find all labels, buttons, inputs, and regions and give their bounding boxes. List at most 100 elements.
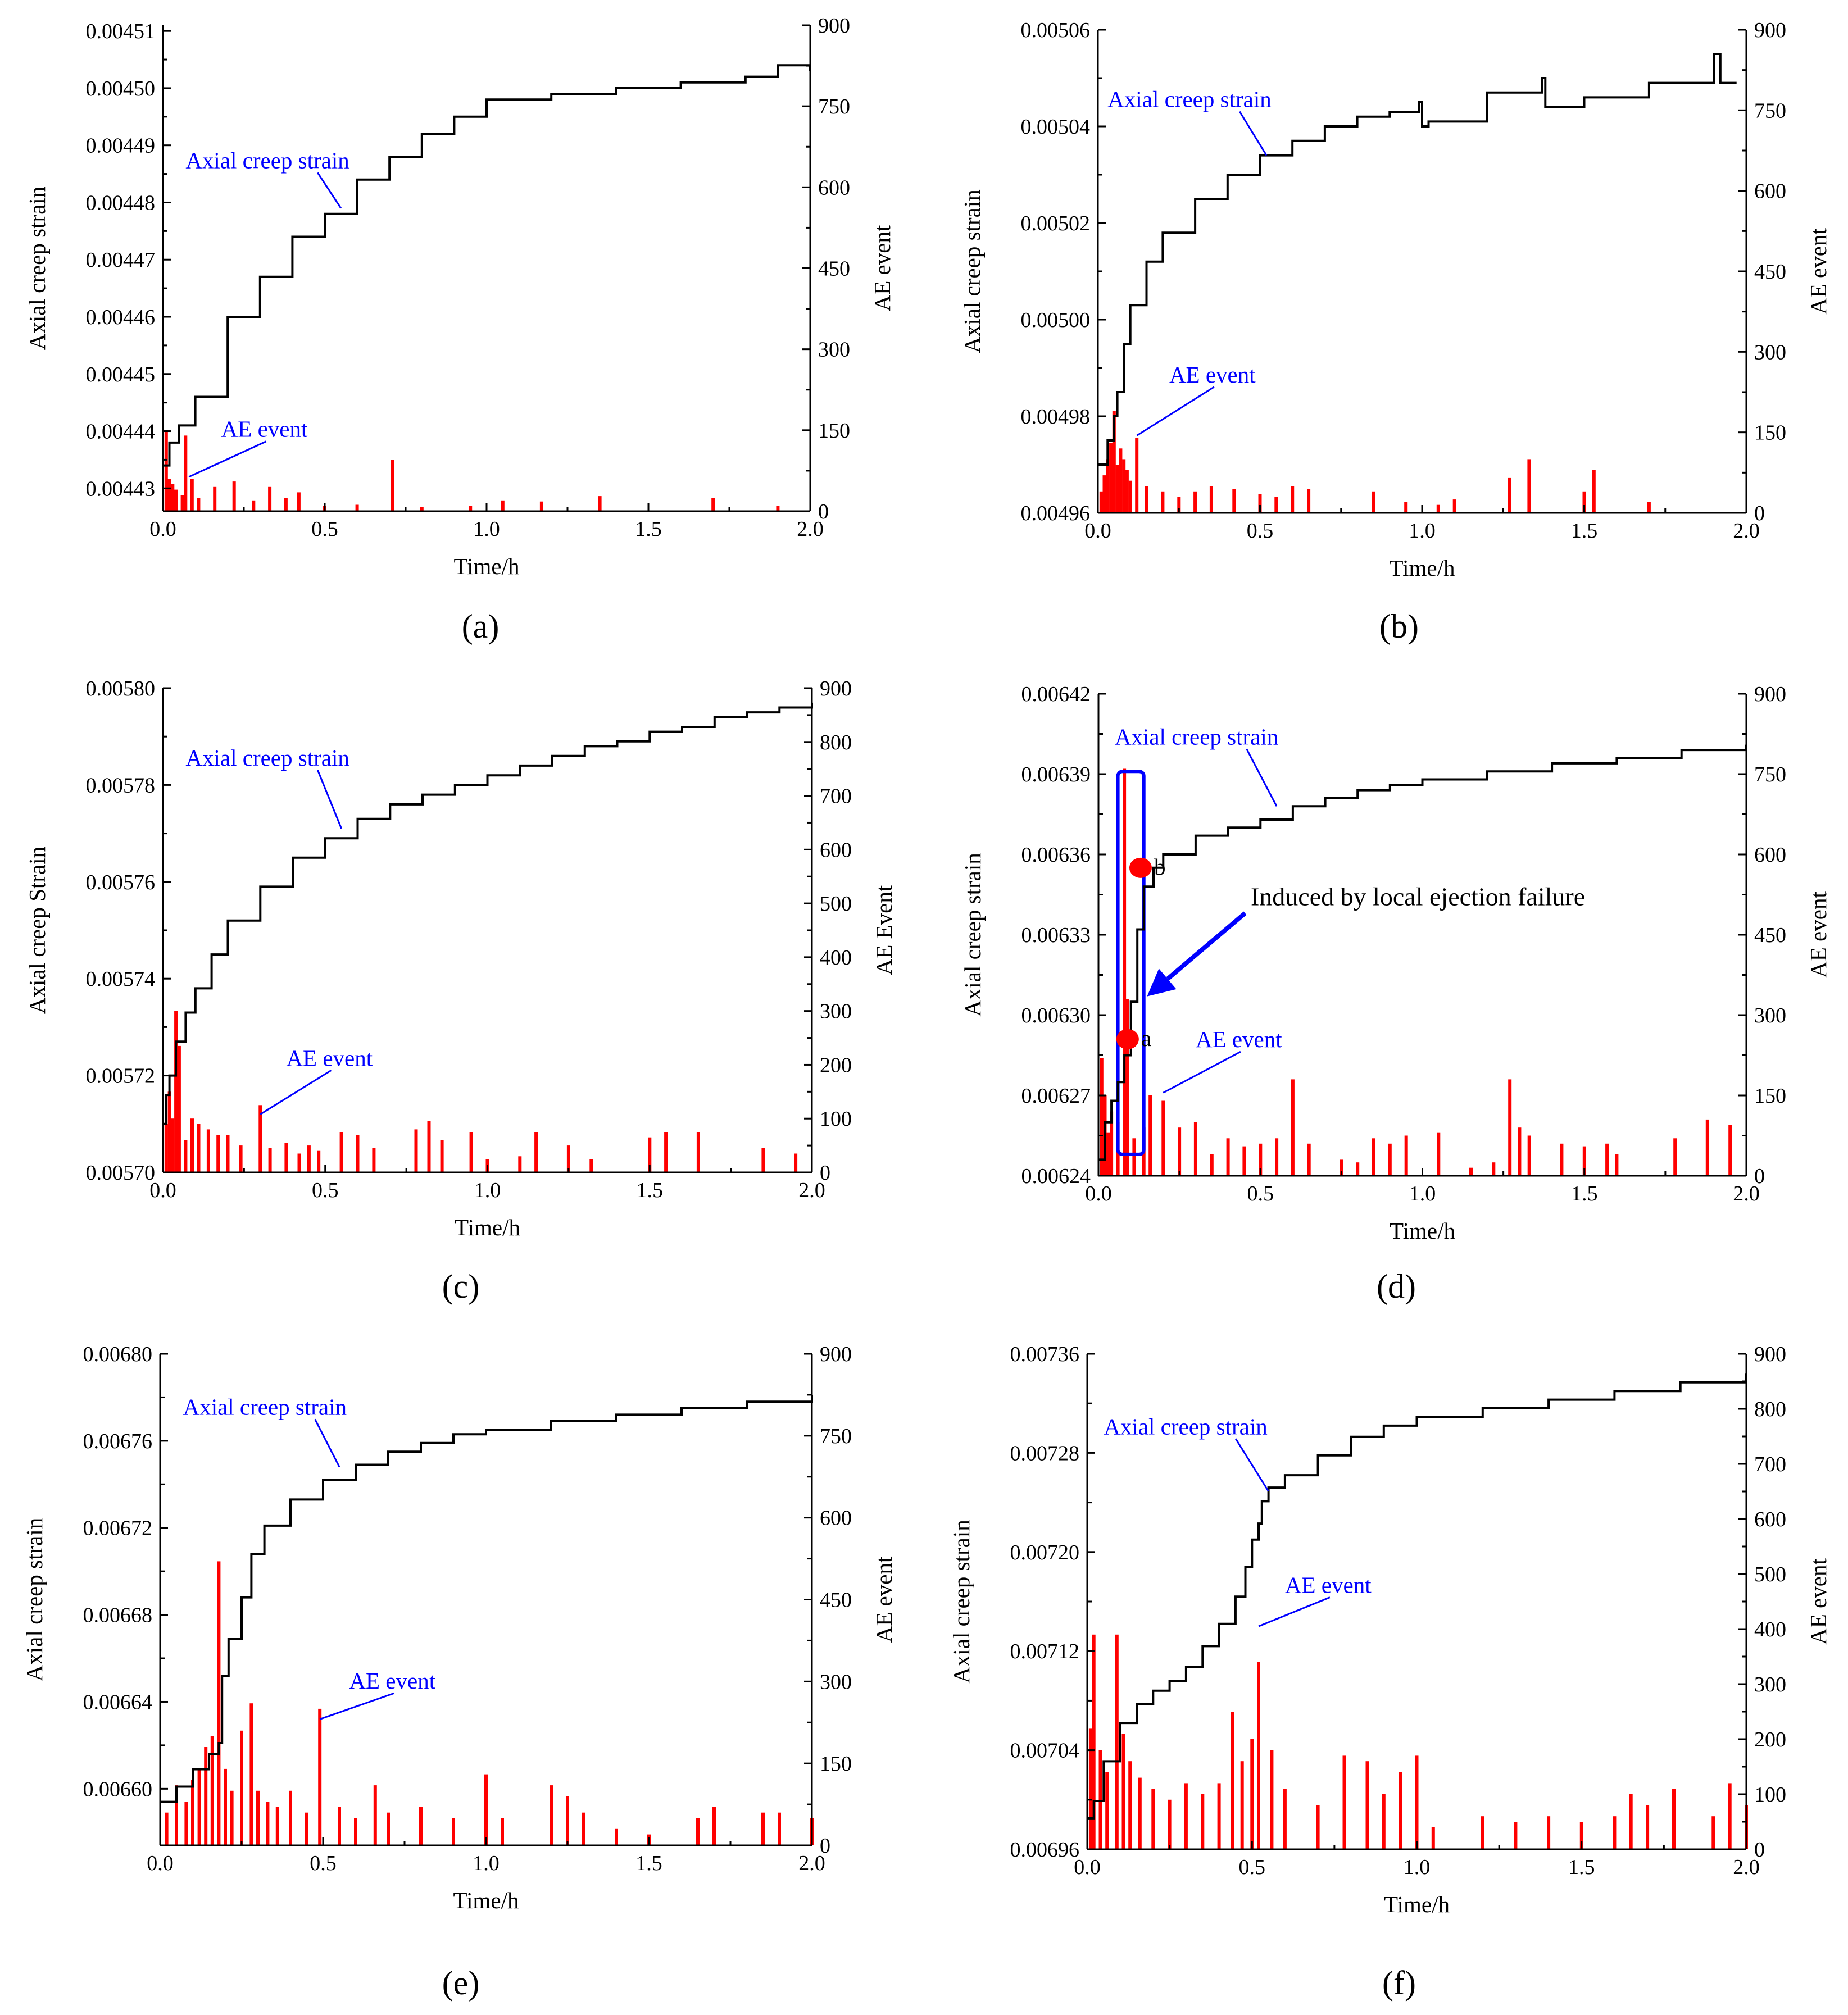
x-tick-label: 2.0	[798, 1852, 825, 1875]
ae-event-bar-24	[1415, 1755, 1419, 1849]
ae-event-bar-13	[268, 1148, 272, 1172]
ae-event-bar-7	[1132, 1138, 1136, 1176]
x-tick-label: 0.5	[310, 1852, 337, 1875]
ae-event-bar-16	[391, 460, 394, 511]
y-left-tick-label: 0.00446	[86, 306, 156, 329]
ae-event-bar-18	[1283, 1789, 1287, 1849]
ae-event-bar-32	[696, 1132, 700, 1172]
ae-event-bar-24	[484, 1774, 488, 1845]
y-left-axis-title: Axial creep strain	[24, 187, 50, 350]
ae-event-bar-13	[266, 1802, 270, 1845]
ae-event-bar-14	[1240, 1761, 1244, 1849]
x-tick-label: 0.0	[147, 1852, 174, 1875]
ae-event-bar-17	[1258, 494, 1262, 513]
ae-event-bar-30	[1613, 1816, 1617, 1849]
y-right-tick-label: 600	[820, 1507, 852, 1530]
annotation-leader	[314, 1418, 340, 1468]
ae-event-bar-33	[761, 1148, 765, 1172]
ae-event-bar-14	[1193, 491, 1197, 513]
y-left-tick-label: 0.00676	[83, 1430, 153, 1453]
y-right-tick-label: 300	[1754, 340, 1786, 364]
y-right-tick-label: 200	[1754, 1728, 1786, 1752]
ae-event-bar-8	[1151, 1789, 1155, 1849]
y-left-tick-label: 0.00504	[1021, 115, 1091, 139]
ae-event-bar-10	[1184, 1783, 1188, 1849]
ae-event-bar-15	[355, 504, 359, 511]
ae-event-bar-27	[1514, 1822, 1518, 1849]
ae-event-bar-32	[712, 1807, 716, 1845]
x-tick-label: 2.0	[798, 1179, 825, 1202]
ae-event-bar-27	[1582, 491, 1586, 513]
ae-event-bar-22	[1404, 502, 1408, 513]
y-left-tick-label: 0.00712	[1010, 1640, 1080, 1663]
y-left-tick-label: 0.00445	[86, 363, 156, 386]
ae-event-bar-15	[1242, 1146, 1246, 1176]
annotation-label: AE event	[1169, 362, 1256, 388]
ae-event-bar-34	[794, 1153, 798, 1172]
ae-event-bar-2	[1106, 459, 1110, 513]
ae-event-bar-3	[1110, 1111, 1114, 1176]
y-left-tick-label: 0.00680	[83, 1343, 153, 1366]
x-axis-title: Time/h	[454, 553, 520, 579]
ae-event-bar-5	[184, 435, 188, 511]
ae-event-bar-27	[1492, 1162, 1496, 1176]
ae-event-bar-17	[318, 1708, 322, 1845]
y-right-tick-label: 400	[1754, 1618, 1786, 1641]
ae-event-bar-27	[566, 1796, 569, 1845]
ae-event-bar-11	[1178, 1127, 1182, 1176]
y-right-tick-label: 300	[1754, 1673, 1786, 1696]
ae-event-bar-28	[1547, 1816, 1551, 1849]
ae-event-bar-19	[356, 1135, 360, 1172]
ae-event-bar-21	[1356, 1162, 1360, 1176]
ae-event-bar-0	[1100, 1058, 1104, 1176]
annotation-arrow-shaft	[1166, 911, 1247, 981]
y-right-tick-label: 800	[1754, 1398, 1786, 1421]
ae-event-bar-0	[165, 1812, 169, 1845]
ae-event-bar-4	[177, 1045, 181, 1172]
ae-event-bar-9	[1168, 1799, 1172, 1849]
y-left-tick-label: 0.00444	[86, 420, 156, 444]
ae-event-bar-5	[1121, 1734, 1125, 1849]
ae-event-bar-16	[1232, 489, 1236, 513]
ae-event-bar-16	[305, 1812, 308, 1845]
y-right-tick-label: 300	[818, 338, 850, 362]
ae-event-bar-15	[297, 1153, 301, 1172]
ae-event-bar-29	[1518, 1127, 1522, 1176]
y-right-tick-label: 200	[820, 1053, 852, 1077]
ae-event-bar-3	[174, 489, 178, 511]
annotation-label: AE event	[221, 416, 308, 442]
ae-event-bar-17	[1270, 1750, 1274, 1849]
y-left-tick-label: 0.00500	[1021, 308, 1091, 332]
x-tick-label: 2.0	[797, 517, 824, 541]
y-left-tick-label: 0.00578	[86, 774, 156, 797]
ae-event-bar-23	[440, 1140, 444, 1172]
y-right-tick-label: 150	[1754, 421, 1786, 445]
x-tick-label: 1.5	[1571, 519, 1598, 543]
y-left-tick-label: 0.00449	[86, 134, 156, 158]
ae-event-bar-7	[217, 1561, 221, 1845]
annotation-leader	[1235, 1438, 1269, 1492]
ae-event-bar-32	[1582, 1146, 1586, 1176]
y-right-tick-label: 0	[818, 500, 829, 524]
annotation-leader	[260, 1070, 332, 1115]
ae-event-bar-19	[1316, 1805, 1320, 1849]
ae-event-bar-6	[1119, 448, 1123, 513]
ae-event-bar-27	[534, 1132, 538, 1172]
ae-event-bar-6	[210, 1736, 214, 1845]
ae-event-bar-11	[1201, 1794, 1205, 1849]
x-tick-label: 2.0	[1733, 519, 1760, 543]
annotation-leader	[317, 770, 343, 829]
y-right-tick-label: 400	[820, 946, 852, 970]
ae-event-bar-8	[224, 1768, 227, 1845]
ae-event-bar-23	[452, 1818, 455, 1845]
ae-event-bar-1	[1092, 1634, 1096, 1849]
y-left-tick-label: 0.00633	[1021, 924, 1091, 947]
y-right-axis-title: AE Event	[871, 885, 897, 975]
ae-event-bar-23	[1399, 1772, 1402, 1849]
ae-event-bar-26	[518, 1156, 522, 1172]
ae-event-bar-20	[539, 501, 543, 511]
ae-event-bar-11	[1145, 486, 1148, 513]
ae-event-bar-4	[180, 495, 184, 511]
y-right-tick-label: 600	[820, 838, 852, 862]
ae-event-bar-7	[197, 498, 201, 511]
